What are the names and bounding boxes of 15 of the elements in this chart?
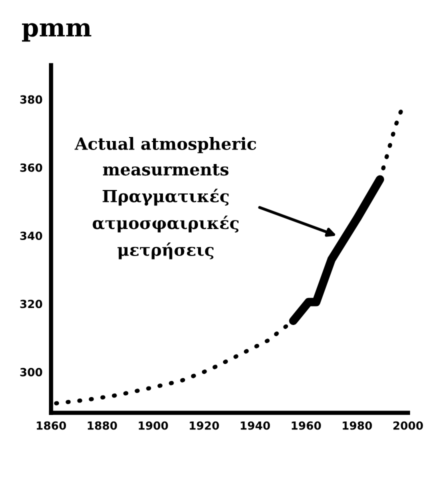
y-tick-label: 340: [20, 232, 42, 240]
y-tick-label: 380: [20, 95, 42, 104]
y-tick-label: 360: [20, 163, 42, 172]
x-tick-label: 2000: [393, 421, 423, 430]
y-tick-label: 300: [20, 368, 42, 376]
x-tick-label: 1940: [240, 421, 270, 430]
y-tick-label: 320: [20, 300, 42, 308]
x-tick-label: 1980: [342, 421, 372, 430]
x-tick-label: 1920: [190, 421, 219, 430]
x-tick-label: 1960: [292, 421, 321, 430]
chart-title: pmm: [22, 23, 92, 42]
x-tick-label: 1860: [36, 421, 66, 430]
x-tick-label: 1880: [88, 421, 117, 430]
annotation: Actual atmospheric measurments Πραγματικές ατμοσφαιρικές μετρήσεις: [74, 137, 256, 260]
x-tick-label: 1900: [138, 421, 168, 430]
